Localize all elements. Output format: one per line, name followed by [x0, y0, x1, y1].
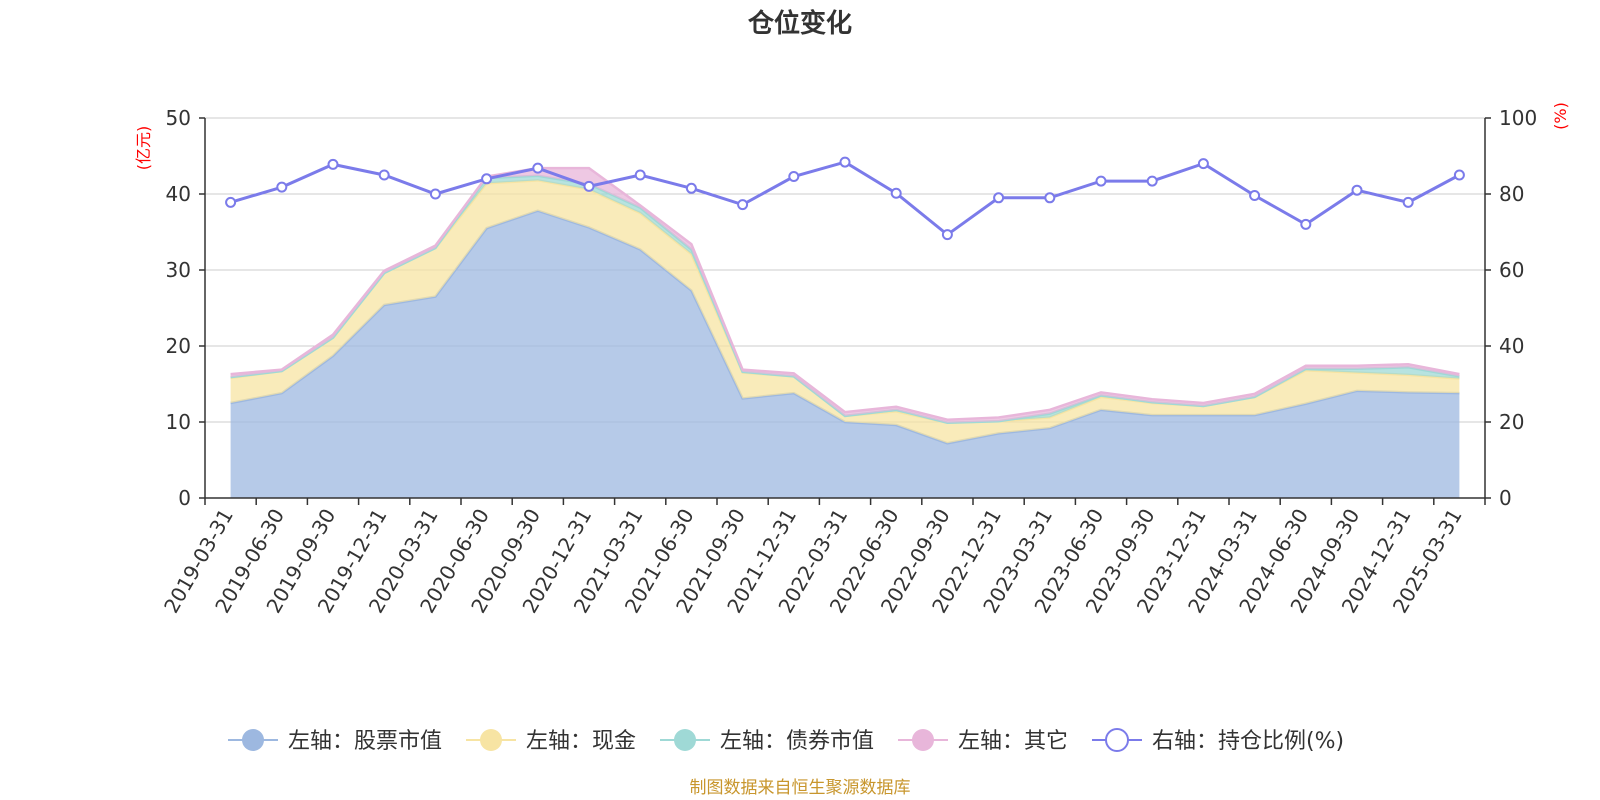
legend-item[interactable]: 左轴：债券市值: [660, 729, 874, 754]
ratio-point[interactable]: [1453, 169, 1465, 181]
ratio-point[interactable]: [1249, 190, 1261, 202]
ratio-point[interactable]: [1300, 218, 1312, 230]
right-tick-label: 80: [1499, 182, 1524, 206]
ratio-point[interactable]: [327, 158, 339, 170]
left-tick-label: 20: [166, 334, 191, 358]
left-tick-label: 50: [166, 106, 191, 130]
ratio-point[interactable]: [276, 181, 288, 193]
ratio-point[interactable]: [1197, 158, 1209, 170]
ratio-point[interactable]: [429, 188, 441, 200]
left-tick-label: 0: [178, 486, 191, 510]
ratio-point[interactable]: [1095, 175, 1107, 187]
area-左轴：股票市值: [230, 210, 1460, 498]
ratio-point[interactable]: [225, 196, 237, 208]
ratio-point[interactable]: [532, 162, 544, 174]
ratio-point[interactable]: [1146, 175, 1158, 187]
stacked-areas: [230, 166, 1460, 498]
right-tick-label: 100: [1499, 106, 1537, 130]
legend[interactable]: 左轴：股票市值 左轴：现金 左轴：债券市值 左轴：其它 右轴：持仓比例(%): [228, 728, 1344, 754]
ratio-point[interactable]: [481, 173, 493, 185]
legend-marker-icon: [674, 729, 696, 751]
ratio-line-layer: [225, 156, 1465, 241]
ratio-point[interactable]: [378, 169, 390, 181]
ratio-point[interactable]: [1044, 192, 1056, 204]
area-edge-左轴：其它: [230, 166, 1460, 421]
legend-item[interactable]: 左轴：其它: [898, 729, 1068, 754]
legend-marker-icon: [912, 729, 934, 751]
right-tick-label: 40: [1499, 334, 1524, 358]
legend-item[interactable]: 右轴：持仓比例(%): [1092, 728, 1344, 754]
ratio-point[interactable]: [634, 169, 646, 181]
legend-label: 右轴：持仓比例(%): [1152, 729, 1344, 754]
ratio-point[interactable]: [1351, 184, 1363, 196]
right-tick-label: 0: [1499, 486, 1512, 510]
right-tick-label: 20: [1499, 410, 1524, 434]
ratio-point[interactable]: [993, 192, 1005, 204]
left-tick-label: 10: [166, 410, 191, 434]
ratio-point[interactable]: [685, 182, 697, 194]
legend-marker-icon: [1105, 728, 1129, 752]
legend-label: 左轴：其它: [958, 729, 1068, 754]
legend-item[interactable]: 左轴：股票市值: [228, 729, 442, 754]
legend-item[interactable]: 左轴：现金: [466, 729, 636, 754]
ratio-point[interactable]: [890, 187, 902, 199]
ratio-point[interactable]: [1402, 196, 1414, 208]
ratio-point[interactable]: [941, 229, 953, 241]
ratio-point[interactable]: [583, 180, 595, 192]
left-tick-label: 40: [166, 182, 191, 206]
left-axis-unit-label: (亿元): [134, 126, 153, 171]
legend-marker-icon: [480, 729, 502, 751]
left-tick-label: 30: [166, 258, 191, 282]
ratio-line: [230, 160, 1461, 237]
right-tick-label: 60: [1499, 258, 1524, 282]
chart-title: 仓位变化: [747, 8, 852, 39]
right-axis-unit-label: (%): [1551, 102, 1570, 130]
legend-label: 左轴：现金: [526, 729, 636, 754]
data-source-note: 制图数据来自恒生聚源数据库: [690, 778, 911, 798]
ratio-point[interactable]: [839, 156, 851, 168]
ratio-point[interactable]: [737, 199, 749, 211]
legend-label: 左轴：股票市值: [288, 729, 442, 754]
ratio-point[interactable]: [788, 171, 800, 183]
legend-label: 左轴：债券市值: [720, 729, 874, 754]
legend-marker-icon: [242, 729, 264, 751]
